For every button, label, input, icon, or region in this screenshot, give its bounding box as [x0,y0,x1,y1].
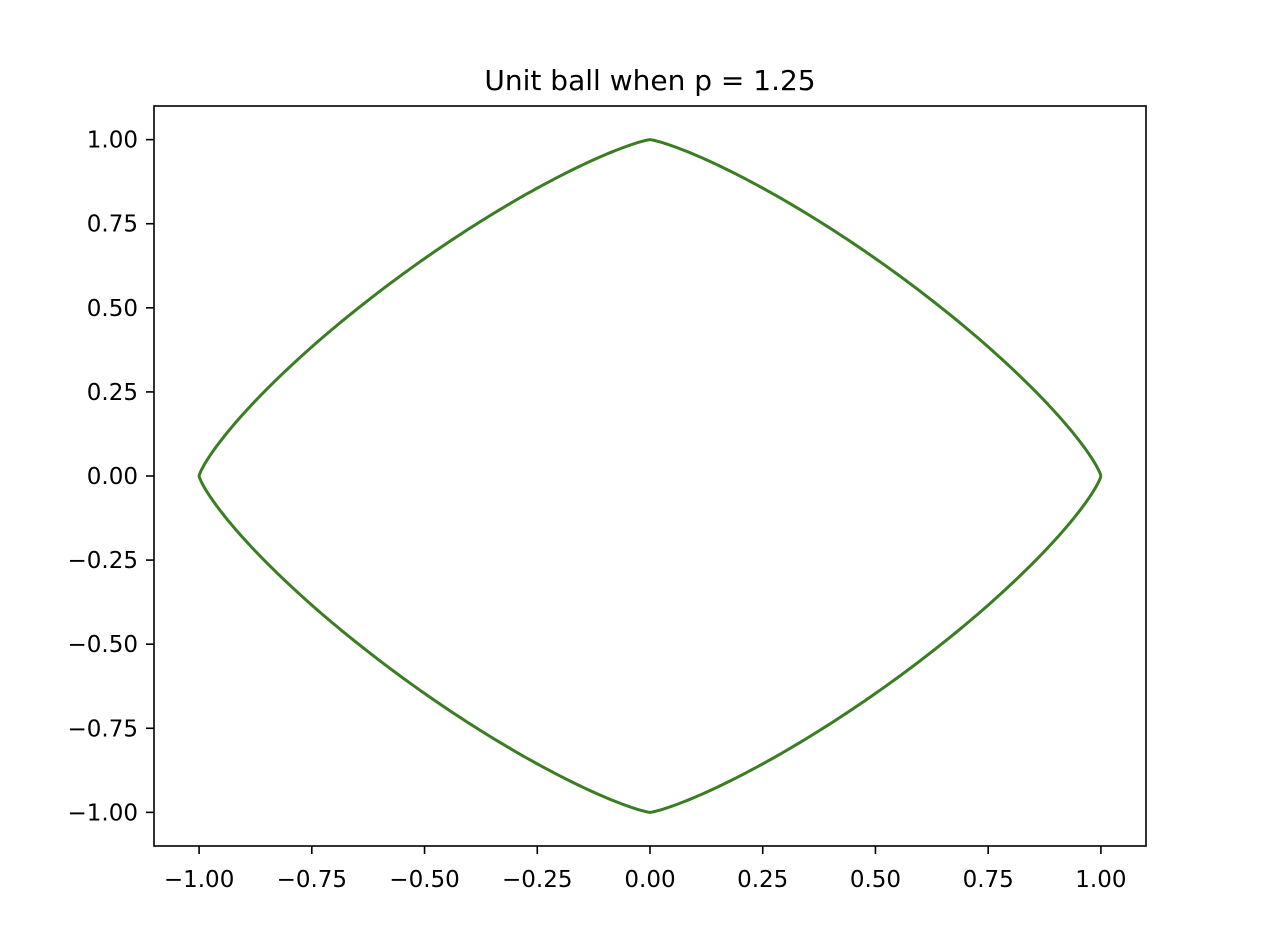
x-tick-label: −1.00 [164,867,234,893]
x-tick-label: −0.50 [389,867,459,893]
y-tick-label: −0.50 [68,632,138,658]
y-tick-label: −1.00 [68,800,138,826]
y-tick-label: 1.00 [87,128,138,154]
x-tick-label: 0.50 [850,867,901,893]
y-tick-label: 0.75 [87,212,138,238]
plot-frame [153,105,1147,847]
ticks-layer: −1.00 −0.75 −0.50 −0.25 0.00 0.25 0.50 0.75 1.00… [68,128,1127,893]
y-tick-label: −0.75 [68,716,138,742]
series-line-0 [197,138,1103,814]
y-tick-label: 0.50 [87,296,138,322]
x-tick-label: 0.75 [963,867,1014,893]
chart-title: Unit ball when p = 1.25 [484,64,815,97]
x-tick-label: 0.25 [737,867,788,893]
y-tick-label: 0.00 [87,464,138,490]
x-tick-label: −0.25 [502,867,572,893]
y-tick-label: −0.25 [68,548,138,574]
x-tick-label: −0.75 [277,867,347,893]
y-tick-label: 0.25 [87,380,138,406]
x-tick-label: 0.00 [624,867,675,893]
series-layer [197,138,1103,814]
x-tick-label: 1.00 [1075,867,1126,893]
